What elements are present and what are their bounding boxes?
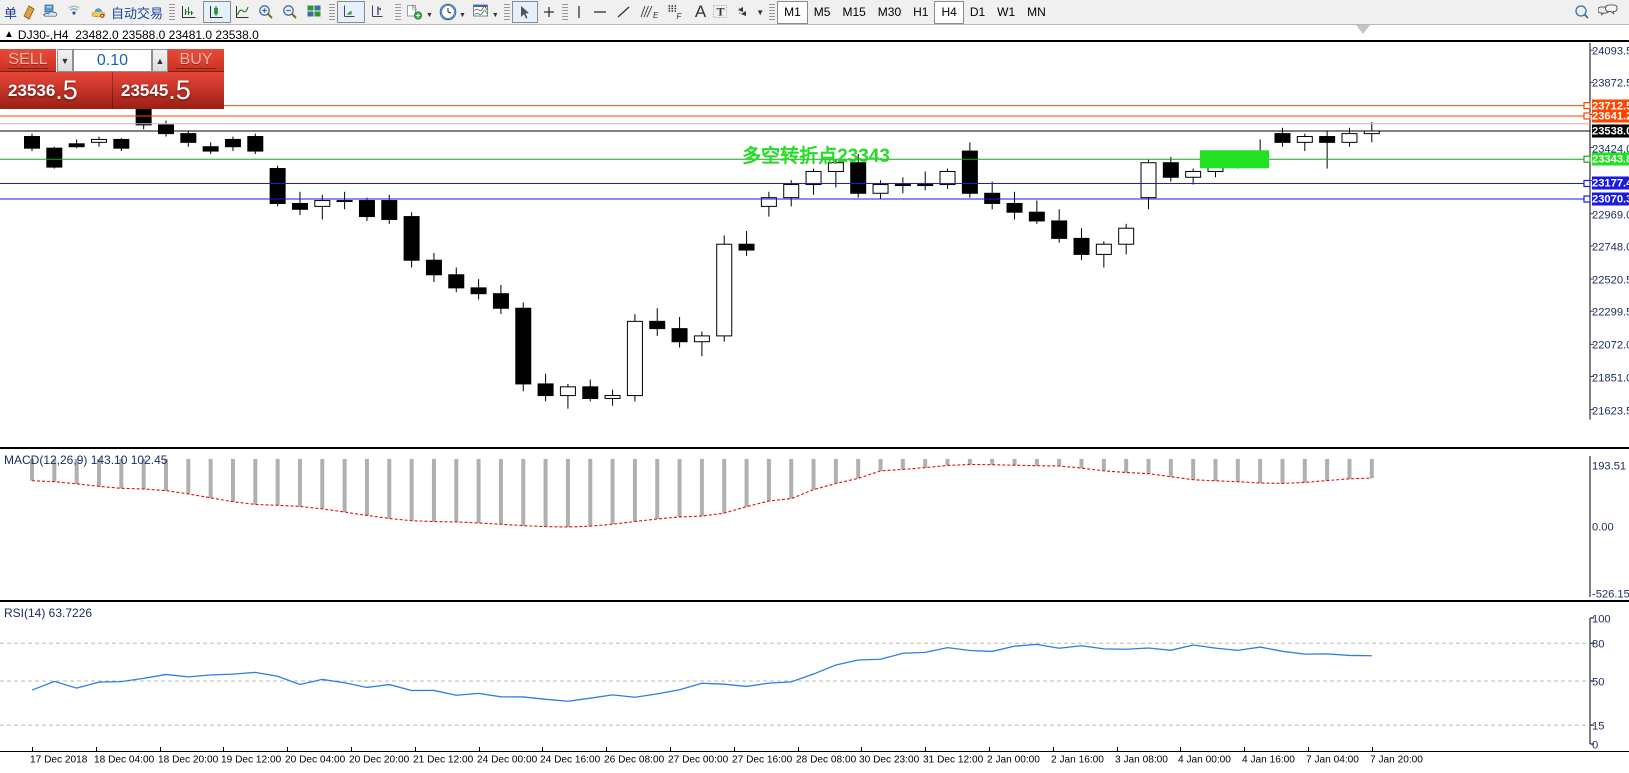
svg-text:F: F (676, 12, 682, 20)
svg-text:E: E (653, 11, 659, 20)
svg-text:T: T (717, 5, 725, 19)
